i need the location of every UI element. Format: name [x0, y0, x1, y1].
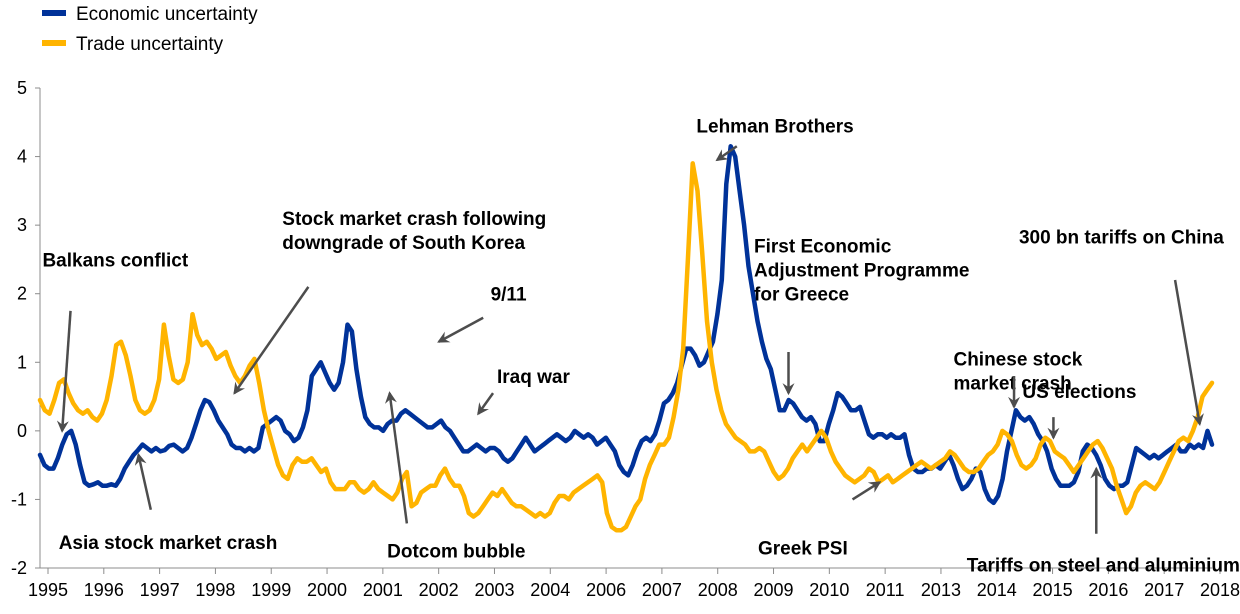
annotation: US elections — [1022, 382, 1136, 440]
annotation-label: First Economic — [754, 237, 892, 258]
legend-label-economic: Economic uncertainty — [76, 4, 258, 25]
annotation-arrow — [1173, 279, 1204, 426]
legend: Economic uncertainty Trade uncertainty — [42, 4, 258, 55]
x-tick-label: 2006 — [586, 580, 626, 600]
annotation-label: Adjustment Programme — [754, 261, 969, 282]
annotation-label: for Greece — [754, 285, 849, 306]
annotation: Iraq war — [477, 367, 570, 416]
annotation: First Economic Adjustment Programme for Gr… — [754, 237, 969, 396]
annotation-arrow — [477, 392, 495, 416]
y-tick-label: -1 — [11, 489, 27, 509]
annotation-label: market crash — [953, 374, 1071, 395]
annotation-label: Chinese stock — [953, 350, 1082, 371]
annotation: Stock market crash following downgrade of… — [233, 209, 546, 395]
annotation-label: 300 bn tariffs on China — [1019, 228, 1224, 249]
annotation: Chinese stock market crash — [953, 350, 1083, 409]
annotation-label: downgrade of South Korea — [282, 233, 525, 254]
annotation-label: Iraq war — [497, 367, 570, 388]
annotation: Balkans conflict — [42, 250, 189, 433]
series-layer — [37, 144, 1215, 533]
y-tick-label: -2 — [11, 558, 27, 578]
annotation: Lehman Brothers — [696, 117, 854, 162]
series-line-trade-uncertainty — [37, 161, 1215, 533]
annotation-arrow — [134, 452, 153, 510]
x-tick-label: 2010 — [809, 580, 849, 600]
annotation-label: Tariffs on steel and aluminium — [967, 555, 1240, 576]
annotation-label: Dotcom bubble — [387, 542, 525, 563]
x-tick-label: 2016 — [1088, 580, 1128, 600]
annotation-label: 9/11 — [491, 285, 527, 306]
annotation-label: US elections — [1022, 382, 1136, 403]
x-tick-label: 2003 — [474, 580, 514, 600]
series-line-economic-uncertainty — [37, 144, 1215, 506]
x-tick-label: 1997 — [140, 580, 180, 600]
annotation: 9/11 — [437, 285, 527, 343]
annotation: Dotcom bubble — [384, 391, 525, 563]
y-tick-label: 0 — [17, 421, 27, 441]
annotation-label: Stock market crash following — [282, 209, 546, 230]
annotation-arrow — [851, 481, 882, 501]
x-tick-label: 1996 — [84, 580, 124, 600]
y-tick-label: 2 — [17, 284, 27, 304]
y-axis: -2 -1 0 1 2 3 4 5 — [11, 78, 41, 578]
annotation: Asia stock market crash — [59, 452, 278, 554]
annotation-label: Lehman Brothers — [696, 117, 853, 138]
x-tick-label: 2009 — [754, 580, 794, 600]
annotation-arrow — [437, 316, 484, 343]
annotation-label: Asia stock market crash — [59, 533, 278, 554]
x-axis: 1995 1996 1997 1998 1999 2000 2001 2002 2003 2004… — [28, 567, 1240, 600]
annotation-label: Balkans conflict — [42, 250, 188, 271]
x-tick-label: 2013 — [921, 580, 961, 600]
x-tick-label: 2014 — [977, 580, 1017, 600]
x-tick-label: 2007 — [642, 580, 682, 600]
annotation-arrow — [715, 145, 738, 162]
x-tick-label: 2000 — [307, 580, 347, 600]
x-tick-label: 1999 — [251, 580, 291, 600]
x-tick-label: 1995 — [28, 580, 68, 600]
annotation: 300 bn tariffs on China — [1019, 228, 1224, 426]
y-tick-label: 1 — [17, 352, 27, 372]
x-tick-label: 2017 — [1144, 580, 1184, 600]
annotation-layer: Balkans conflict Asia stock market crash S… — [42, 117, 1239, 577]
x-tick-label: 2002 — [419, 580, 459, 600]
y-tick-label: 5 — [17, 78, 27, 98]
y-tick-label: 4 — [17, 147, 27, 167]
x-tick-label: 2015 — [1033, 580, 1073, 600]
legend-label-trade: Trade uncertainty — [76, 34, 224, 55]
x-tick-label: 2008 — [698, 580, 738, 600]
x-tick-label: 2018 — [1200, 580, 1240, 600]
annotation: Greek PSI — [758, 481, 882, 559]
x-tick-label: 2011 — [866, 580, 905, 600]
x-tick-label: 1998 — [195, 580, 235, 600]
annotation-label: Greek PSI — [758, 538, 848, 559]
x-tick-label: 2001 — [363, 580, 403, 600]
x-tick-label: 2004 — [530, 580, 570, 600]
y-tick-label: 3 — [17, 215, 27, 235]
annotation: Tariffs on steel and aluminium — [967, 466, 1240, 576]
annotation-arrow — [384, 391, 409, 524]
annotation-arrow — [56, 310, 72, 433]
annotation-arrow — [233, 286, 310, 395]
